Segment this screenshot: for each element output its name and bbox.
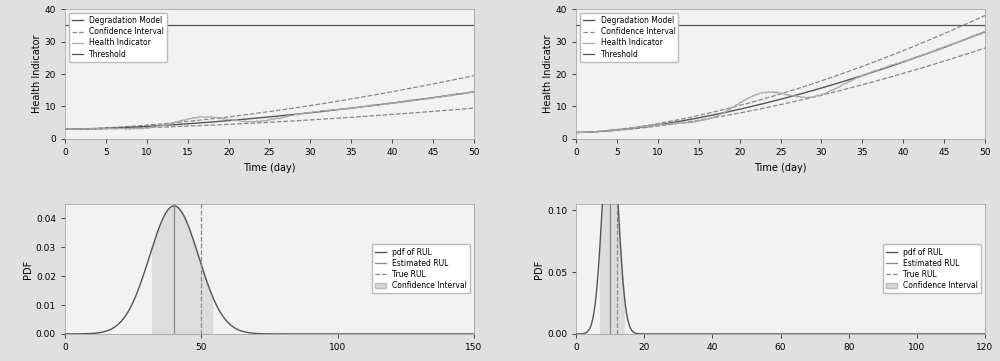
Y-axis label: PDF: PDF [534, 259, 544, 279]
Y-axis label: Health Indicator: Health Indicator [543, 35, 553, 113]
Legend: Degradation Model, Confidence Interval, Health Indicator, Threshold: Degradation Model, Confidence Interval, … [69, 13, 167, 62]
Y-axis label: Health Indicator: Health Indicator [32, 35, 42, 113]
Legend: pdf of RUL, Estimated RUL, True RUL, Confidence Interval: pdf of RUL, Estimated RUL, True RUL, Con… [372, 244, 470, 293]
X-axis label: Time (day): Time (day) [754, 162, 807, 173]
Y-axis label: PDF: PDF [23, 259, 33, 279]
Legend: pdf of RUL, Estimated RUL, True RUL, Confidence Interval: pdf of RUL, Estimated RUL, True RUL, Con… [883, 244, 981, 293]
X-axis label: Time (day): Time (day) [243, 162, 296, 173]
Legend: Degradation Model, Confidence Interval, Health Indicator, Threshold: Degradation Model, Confidence Interval, … [580, 13, 678, 62]
